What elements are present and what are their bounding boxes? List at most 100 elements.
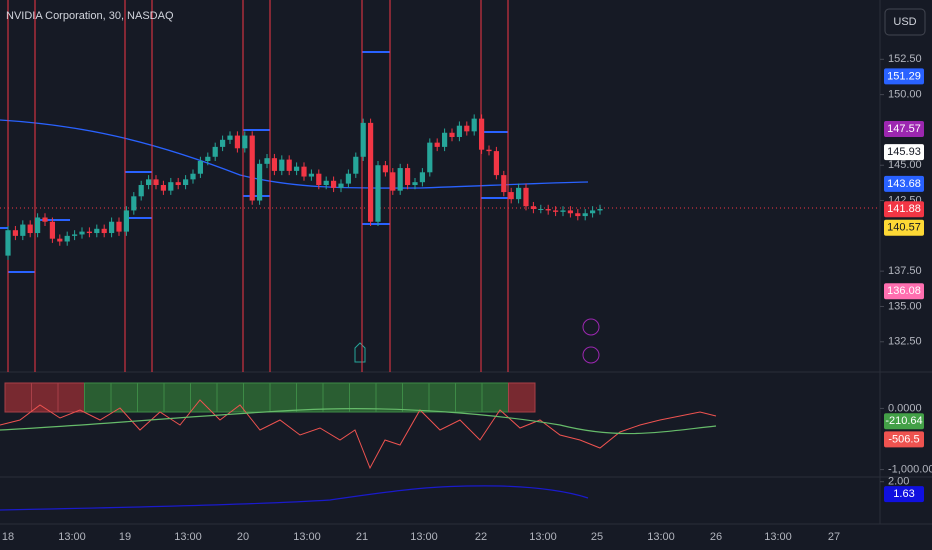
- x-axis-label: 13:00: [529, 531, 557, 543]
- y-tick-label: 150.00: [888, 89, 922, 101]
- x-axis-label: 27: [828, 531, 840, 543]
- signal-box: [163, 382, 191, 413]
- price-label: [884, 283, 924, 300]
- candle-body: [501, 175, 507, 193]
- y-tick-label: 2.00: [888, 476, 909, 488]
- signal-box: [84, 382, 112, 413]
- x-axis-label: 13:00: [58, 531, 86, 543]
- price-label-text: 151.29: [887, 70, 921, 82]
- candle-body: [279, 159, 285, 171]
- price-label: [884, 175, 924, 192]
- y-tick-label: 135.00: [888, 300, 922, 312]
- x-axis-label: 13:00: [293, 531, 321, 543]
- candle-body: [264, 158, 270, 164]
- candle-body: [212, 146, 218, 157]
- candle-body: [190, 173, 196, 180]
- candle-body: [175, 182, 181, 186]
- x-axis-label: 22: [475, 531, 487, 543]
- price-label-text: 147.57: [887, 123, 921, 135]
- price-label-text: 1.63: [893, 488, 914, 500]
- price-label-text: 136.08: [887, 285, 921, 297]
- price-label: [884, 68, 924, 85]
- oscillator-line: [0, 399, 717, 470]
- candle-body: [412, 182, 418, 186]
- session-marker: [354, 318, 600, 364]
- x-axis-label: 20: [237, 531, 249, 543]
- candle-body: [523, 187, 529, 207]
- candle-body: [101, 228, 107, 234]
- candle-body: [516, 187, 522, 200]
- price-label: [884, 201, 924, 218]
- candle-body: [294, 166, 300, 171]
- candle-body: [49, 221, 55, 239]
- event-icon: [582, 346, 600, 364]
- price-label-text: 145.93: [887, 146, 921, 158]
- y-tick-label: 137.50: [888, 265, 922, 277]
- candle-body: [479, 118, 485, 150]
- candle-body: [405, 168, 411, 186]
- signal-box: [269, 382, 297, 413]
- price-label: [884, 413, 924, 430]
- symbol-title: NVIDIA Corporation, 30, NASDAQ: [6, 10, 174, 22]
- signal-box: [455, 382, 483, 413]
- candle-body: [390, 172, 396, 191]
- pane-separators: [0, 0, 932, 525]
- signal-box: [322, 382, 350, 413]
- candle-body: [560, 210, 566, 212]
- x-axis-label: 18: [2, 531, 14, 543]
- candle-body: [427, 142, 433, 173]
- x-axis-label: 26: [710, 531, 722, 543]
- price-label: [884, 144, 924, 161]
- candle-body: [331, 180, 337, 188]
- candle-body: [64, 235, 70, 242]
- candle-body: [109, 221, 115, 234]
- candle-body: [338, 183, 344, 188]
- candle-body: [301, 166, 307, 177]
- candle-body: [530, 206, 536, 210]
- signal-box: [31, 382, 59, 413]
- candle-body: [538, 209, 544, 211]
- candle-body: [545, 209, 551, 211]
- currency-label[interactable]: USD: [893, 16, 916, 28]
- price-label-text: 141.88: [887, 203, 921, 215]
- price-label-text: -210.64: [885, 415, 922, 427]
- candle-body: [5, 230, 11, 256]
- candle-body: [271, 158, 277, 171]
- signal-box: [402, 382, 430, 413]
- candle-body: [257, 163, 263, 201]
- y-tick-label: 0.0000: [888, 402, 922, 414]
- candle-body: [227, 135, 233, 140]
- x-axis-label: 13:00: [647, 531, 675, 543]
- candle-body: [345, 173, 351, 184]
- candle-body: [360, 122, 366, 157]
- candle-body: [160, 185, 166, 191]
- candle-body: [323, 180, 329, 186]
- y-tick-label: 152.50: [888, 53, 922, 65]
- x-axis-label: 21: [356, 531, 368, 543]
- candle-body: [308, 173, 314, 177]
- event-icon: [582, 318, 600, 336]
- candle-body: [242, 135, 248, 149]
- candle-body: [27, 224, 33, 234]
- candle-body: [12, 230, 18, 236]
- candle-body: [464, 125, 470, 132]
- candle-body: [316, 173, 322, 186]
- signal-box: [243, 382, 271, 413]
- candle-body: [508, 192, 514, 200]
- candle-body: [597, 209, 603, 211]
- earnings-icon: [354, 342, 366, 363]
- signal-box: [137, 382, 165, 413]
- candle-body: [449, 132, 455, 137]
- currency-button[interactable]: [884, 8, 926, 36]
- candle-body: [146, 179, 152, 186]
- candle-body: [35, 217, 41, 234]
- candle-body: [442, 132, 448, 147]
- candle-body: [94, 228, 100, 234]
- candle-body: [397, 168, 403, 191]
- candle-body: [220, 139, 226, 147]
- candle-body: [205, 156, 211, 162]
- signal-box: [296, 382, 324, 413]
- candle-body: [471, 118, 477, 132]
- candle-body: [582, 213, 588, 217]
